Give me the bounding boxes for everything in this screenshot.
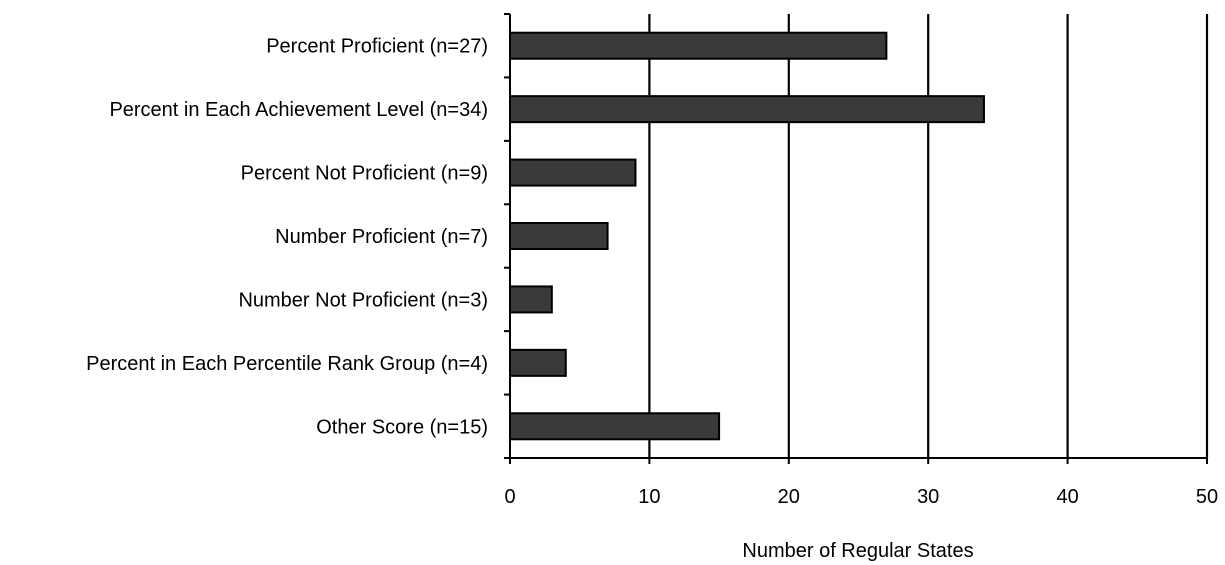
bar-4 (509, 222, 609, 250)
category-label: Percent Proficient (n=27) (266, 36, 488, 58)
x-tick-label: 10 (638, 486, 660, 508)
bar-3 (509, 158, 637, 187)
bar-6 (509, 348, 567, 377)
category-label: Other Score (n=15) (316, 416, 488, 438)
x-tick-label: 50 (1196, 486, 1218, 508)
bar-2 (509, 95, 985, 124)
bar-1 (509, 31, 888, 60)
category-label: Percent in Each Percentile Rank Group (n… (86, 353, 488, 375)
x-tick-label: 0 (504, 486, 515, 508)
bar-7 (509, 412, 721, 441)
x-tick-label: 30 (917, 486, 939, 508)
category-label: Number Not Proficient (n=3) (238, 289, 488, 311)
x-tick-label: 40 (1056, 486, 1078, 508)
bar-5 (509, 285, 553, 314)
category-label: Percent in Each Achievement Level (n=34) (109, 99, 488, 121)
x-tick-label: 20 (778, 486, 800, 508)
category-label: Percent Not Proficient (n=9) (241, 163, 488, 185)
category-label: Number Proficient (n=7) (275, 226, 488, 248)
x-axis-title: Number of Regular States (742, 540, 973, 562)
